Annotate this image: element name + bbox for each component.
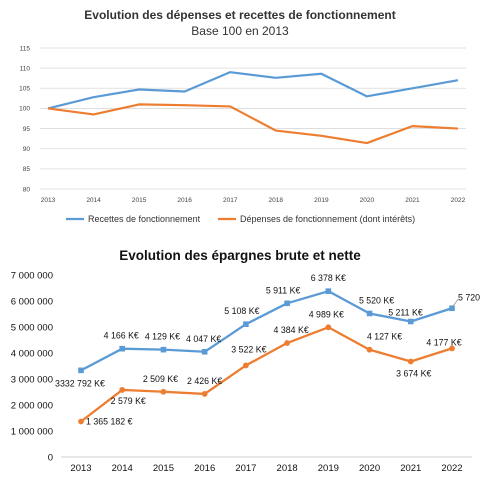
chart2-series-line-1 (80, 290, 453, 372)
chart2-x-tick-label: 2016 (194, 463, 215, 474)
chart2-y-tick-label: 7 000 000 (11, 270, 53, 281)
chart1-legend-label-2: Dépenses de fonctionnement (dont intérêt… (240, 214, 415, 224)
chart1-x-tick-label: 2019 (314, 197, 329, 204)
chart2-series-2-point (325, 324, 332, 331)
chart1-x-tick-label: 2013 (41, 197, 56, 204)
chart2-series-2-point (119, 387, 126, 393)
chart2-y-tick-label: 2 000 000 (11, 400, 53, 411)
chart2-series-1-point (78, 367, 84, 374)
chart2-y-tick-label: 4 000 000 (11, 348, 53, 359)
chart1-x-tick-label: 2016 (177, 197, 192, 204)
chart1-y-tick-label: 85 (23, 166, 31, 173)
chart2-y-tick-label: 1 000 000 (11, 426, 53, 437)
chart2-data-label: 5 720 K€ (458, 292, 480, 302)
chart2-data-label: 5 108 K€ (224, 306, 259, 316)
chart1-x-tick-label: 2018 (269, 197, 284, 204)
chart2-series-line-2 (80, 326, 453, 423)
chart2-series-1-point (160, 346, 167, 353)
chart2-data-label: 3332 792 K€ (55, 378, 105, 388)
chart2-data-label: 2 509 K€ (143, 374, 178, 384)
chart2-data-label: 4 129 K€ (145, 332, 180, 342)
chart2-data-label: 4 989 K€ (309, 309, 344, 319)
chart1-subtitle: Base 100 en 2013 (191, 24, 289, 38)
chart1-y-tick-label: 115 (20, 45, 31, 52)
chart2-data-label: 4 127 K€ (367, 332, 402, 342)
chart2-x-tick-label: 2015 (153, 463, 174, 474)
chart2-series-2-point (201, 391, 208, 397)
chart2-data-label: 5 211 K€ (388, 308, 423, 318)
chart1-x-tick-label: 2022 (451, 197, 466, 204)
chart2-data-label: 4 166 K€ (104, 331, 139, 341)
chart2-series-2-point (449, 345, 455, 352)
chart2-y-tick-label: 3 000 000 (11, 374, 53, 385)
chart1-title: Evolution des dépenses et recettes de fo… (84, 8, 396, 22)
chart2-data-label: 3 674 K€ (396, 368, 431, 378)
chart2-x-tick-label: 2017 (235, 463, 256, 474)
chart2-series-1-point (284, 300, 290, 307)
chart2-series-1-point (407, 318, 414, 325)
chart2-series-2-point (366, 346, 373, 353)
chart1-y-tick-label: 80 (23, 186, 31, 193)
chart2-x-tick-label: 2021 (400, 463, 421, 474)
chart1-x-tick-label: 2014 (86, 197, 101, 204)
chart1-y-tick-label: 110 (20, 65, 31, 72)
chart2-series-2-point (407, 358, 414, 365)
chart2-series-2-point (284, 340, 291, 346)
chart1-series-line-1 (47, 71, 459, 110)
chart1-legend-label-1: Recettes de fonctionnement (88, 214, 201, 224)
chart2-x-tick-label: 2022 (441, 463, 462, 474)
chart2-x-tick-label: 2014 (112, 463, 133, 474)
chart2-x-tick-label: 2018 (277, 463, 298, 474)
chart1-y-tick-label: 95 (23, 126, 31, 133)
chart2-x-tick-label: 2019 (318, 463, 339, 474)
chart2-label-leader-line (452, 299, 459, 307)
chart2-data-label: 3 522 K€ (231, 344, 266, 354)
chart1-y-tick-label: 100 (19, 106, 30, 113)
chart2-y-tick-label: 5 000 000 (11, 322, 53, 333)
chart2-data-label: 4 384 K€ (274, 325, 309, 335)
chart1-x-tick-label: 2021 (405, 197, 420, 204)
chart2-y-tick-label: 6 000 000 (11, 296, 53, 307)
chart2-series-1-point (243, 321, 249, 327)
chart1-x-tick-label: 2017 (223, 197, 238, 204)
chart2-series-1-point (201, 348, 208, 355)
chart2-y-tick-label: 0 (48, 452, 53, 463)
chart1-y-tick-label: 105 (19, 86, 30, 93)
chart2-series-2-point (78, 418, 84, 425)
chart2-data-label: 1 365 182 € (86, 417, 133, 427)
chart2-data-label: 4 047 K€ (186, 334, 221, 344)
chart2-data-label: 5 911 K€ (266, 285, 301, 295)
chart2-title: Evolution des épargnes brute et nette (119, 248, 361, 263)
chart2-x-tick-label: 2013 (70, 463, 91, 474)
chart2-series-2-point (242, 362, 249, 369)
chart2-data-label: 6 378 K€ (311, 273, 346, 283)
chart1-x-tick-label: 2020 (360, 197, 375, 204)
chart2-series-1-point (366, 310, 373, 317)
chart2-data-label: 4 177 K€ (426, 337, 461, 347)
chart2-series-1-point (449, 305, 455, 312)
chart1-y-tick-label: 90 (23, 146, 31, 153)
chart1-series-line-2 (47, 103, 459, 145)
chart2-series-1-point (119, 345, 126, 352)
chart2-data-label: 5 520 K€ (359, 295, 394, 305)
chart2-x-tick-label: 2020 (359, 463, 380, 474)
chart2-series-2-point (160, 388, 167, 395)
chart2-series-1-point (325, 288, 332, 294)
chart1-x-tick-label: 2015 (132, 197, 147, 204)
chart2-data-label: 2 426 K€ (187, 376, 222, 386)
chart2-data-label: 2 579 K€ (111, 396, 146, 406)
